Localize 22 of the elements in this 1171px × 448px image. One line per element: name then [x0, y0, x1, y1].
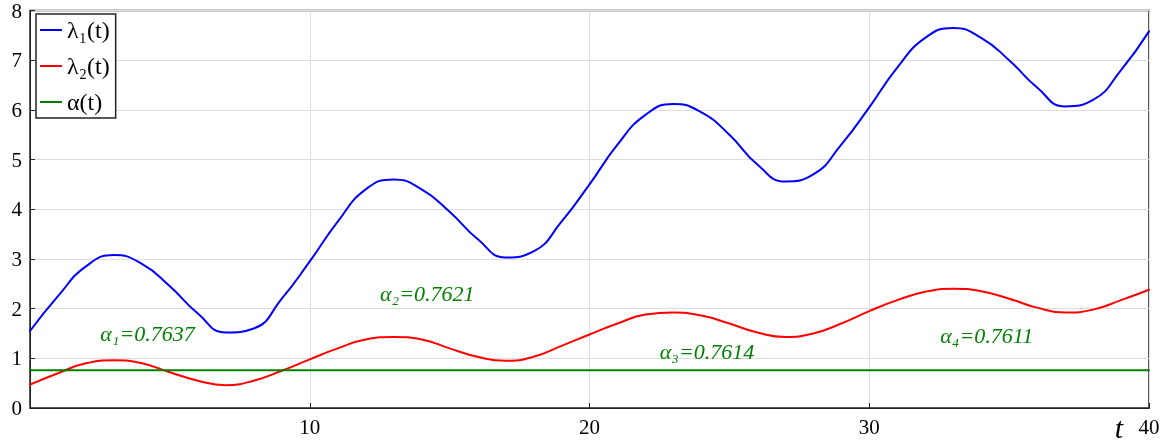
- x-tick-label: 10: [299, 414, 321, 439]
- x-tick-label: 30: [858, 414, 880, 439]
- legend-label: λ₁(t): [67, 17, 110, 43]
- legend-label: α(t): [67, 89, 103, 115]
- annotation: α₄=0.7611: [940, 322, 1034, 348]
- annotation: α₁=0.7637: [100, 320, 196, 346]
- y-tick-label: 0: [11, 396, 22, 420]
- y-tick-label: 6: [11, 97, 22, 122]
- y-tick-label: 2: [11, 296, 22, 321]
- annotation: α₂=0.7621: [379, 280, 475, 306]
- line-series: [29, 287, 1150, 387]
- x-axis-title: t: [1114, 410, 1124, 444]
- legend-label: λ₂(t): [67, 53, 110, 79]
- y-tick-label: 4: [11, 197, 23, 222]
- y-tick-label: 8: [11, 0, 22, 23]
- y-tick-label: 1: [11, 346, 22, 371]
- y-tick-label: 5: [11, 147, 22, 172]
- y-tick-label: 7: [11, 48, 22, 73]
- annotation: α₃=0.7614: [659, 338, 755, 364]
- x-tick-label: 40: [1138, 414, 1160, 439]
- y-tick-label: 3: [11, 246, 22, 271]
- x-tick-label: 20: [579, 414, 600, 439]
